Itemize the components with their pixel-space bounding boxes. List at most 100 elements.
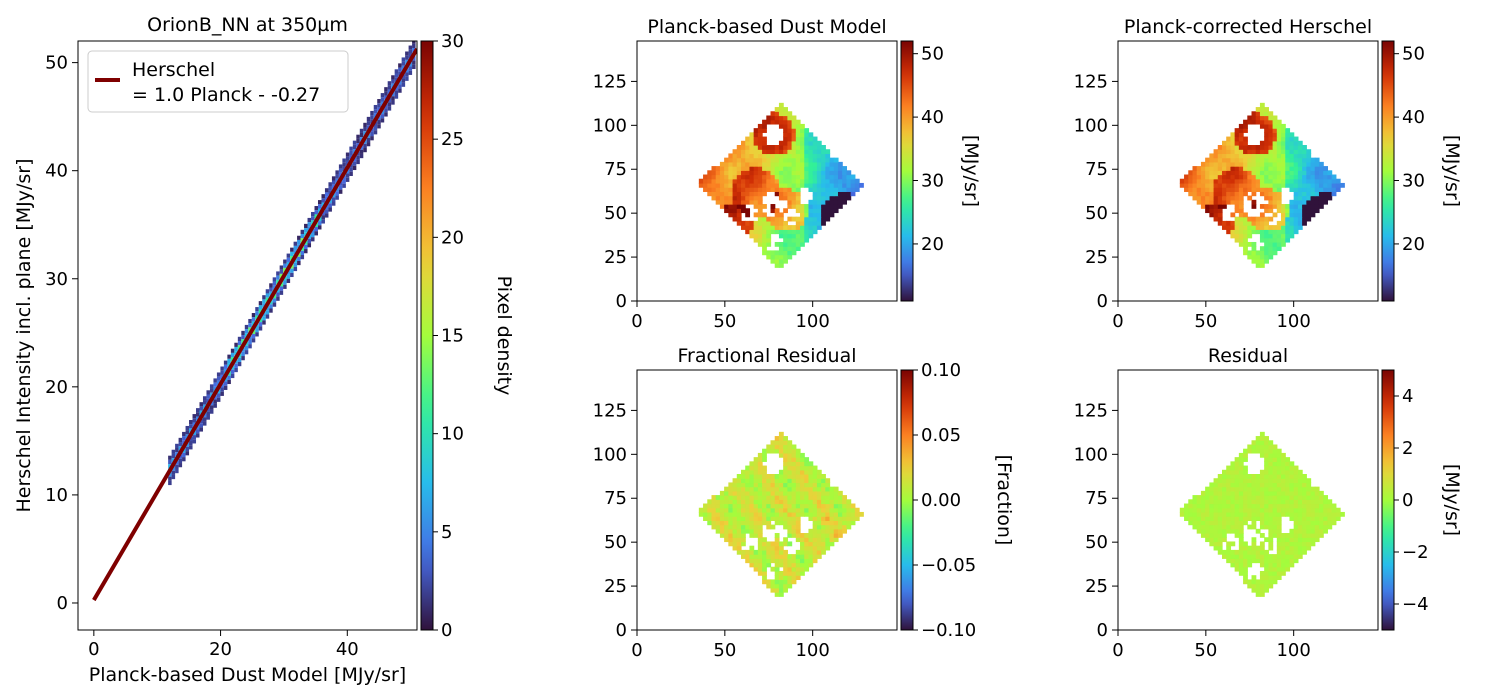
map-cell [1327,524,1333,530]
map-cell [1205,486,1210,492]
map-cell [1268,503,1274,509]
map-cell [800,495,805,500]
map-cell [816,490,822,496]
map-cell [1255,170,1261,176]
map-cell [774,178,780,184]
map-cell [1323,516,1329,521]
map-cell [1243,145,1248,150]
density-cell [366,116,371,122]
map-cell [1255,583,1261,589]
map-cell [1217,495,1223,500]
map-cell [1264,140,1269,146]
map-cell [795,208,801,214]
density-cell [300,234,305,239]
map-cell [1234,233,1240,239]
map-cell [1272,478,1278,484]
map-cell [1268,558,1274,564]
map-cell [770,161,776,167]
map-cell [1302,195,1307,201]
map-cell [1289,478,1295,484]
map-cell [1243,566,1248,572]
map-cell [749,549,755,555]
map-cell [1226,191,1232,197]
map-cell [719,195,725,201]
map-cell [1255,107,1261,112]
density-cell [251,313,256,318]
map-cell [728,187,734,192]
map-cell [816,474,822,479]
map-cell [1251,511,1257,517]
map-cell [1226,545,1232,551]
y-tick-label: 20 [45,377,68,398]
map-cell [783,233,788,239]
density-cell [283,276,287,281]
density-cell [307,234,312,239]
density-cell [412,47,416,53]
map-cell [1318,495,1324,500]
map-cell [1264,511,1269,517]
density-cell [178,442,183,447]
map-cell [766,554,772,559]
density-cell [391,96,395,101]
map-cell [787,579,793,585]
map-cell [1264,524,1269,530]
map-cell [808,229,814,235]
map-cell [812,178,818,184]
map-cell [787,115,793,121]
map-cell [808,482,814,488]
colorbar-label: [MJy/sr] [960,135,982,207]
density-cell [335,195,339,200]
map-cell [800,566,805,572]
map-cell [783,537,788,543]
density-cell [265,293,270,298]
density-cell [248,323,252,328]
map-cell [1205,161,1210,167]
map-cell [791,178,797,184]
map-cell [732,524,738,530]
map-cell [1226,554,1232,559]
map-cell [1318,507,1324,513]
map-cell [1238,199,1244,205]
map-cell [1264,115,1269,121]
map-cell [1281,465,1286,471]
map-cell [787,452,793,458]
map-cell [766,520,772,526]
map-cell [821,204,826,209]
map-cell [703,503,708,509]
map-cell [1238,520,1244,526]
density-cell [384,87,388,92]
map-cell [1192,516,1198,521]
map-cell [1255,482,1261,488]
map-cell [774,440,780,446]
map-cell [762,562,767,568]
map-cell [1192,507,1198,513]
map-cell [800,182,805,188]
map-cell [1259,166,1265,171]
map-cell [1247,444,1253,450]
map-cell [736,208,742,214]
density-cell [178,458,183,464]
map-cell [1238,499,1244,505]
map-cell [1281,212,1286,218]
map-cell [1243,123,1248,129]
density-cell [373,130,378,135]
map-cell [715,528,721,534]
map-cell [1289,208,1295,214]
map-cell [1272,444,1278,450]
map-cell [1281,132,1286,138]
map-cell [787,241,793,247]
density-cell [171,449,176,454]
map-cell [804,482,810,488]
map-cell [1293,528,1299,534]
map-cell [1238,166,1244,171]
map-cell [762,507,767,513]
map-cell [741,490,746,496]
map-cell [1281,153,1286,159]
map-cell [791,452,797,458]
map-cell [800,461,805,467]
map-cell [1276,520,1282,526]
density-cell [230,352,235,358]
map-cell [770,440,776,446]
map-cell [1205,528,1210,534]
map-cell [804,161,810,167]
